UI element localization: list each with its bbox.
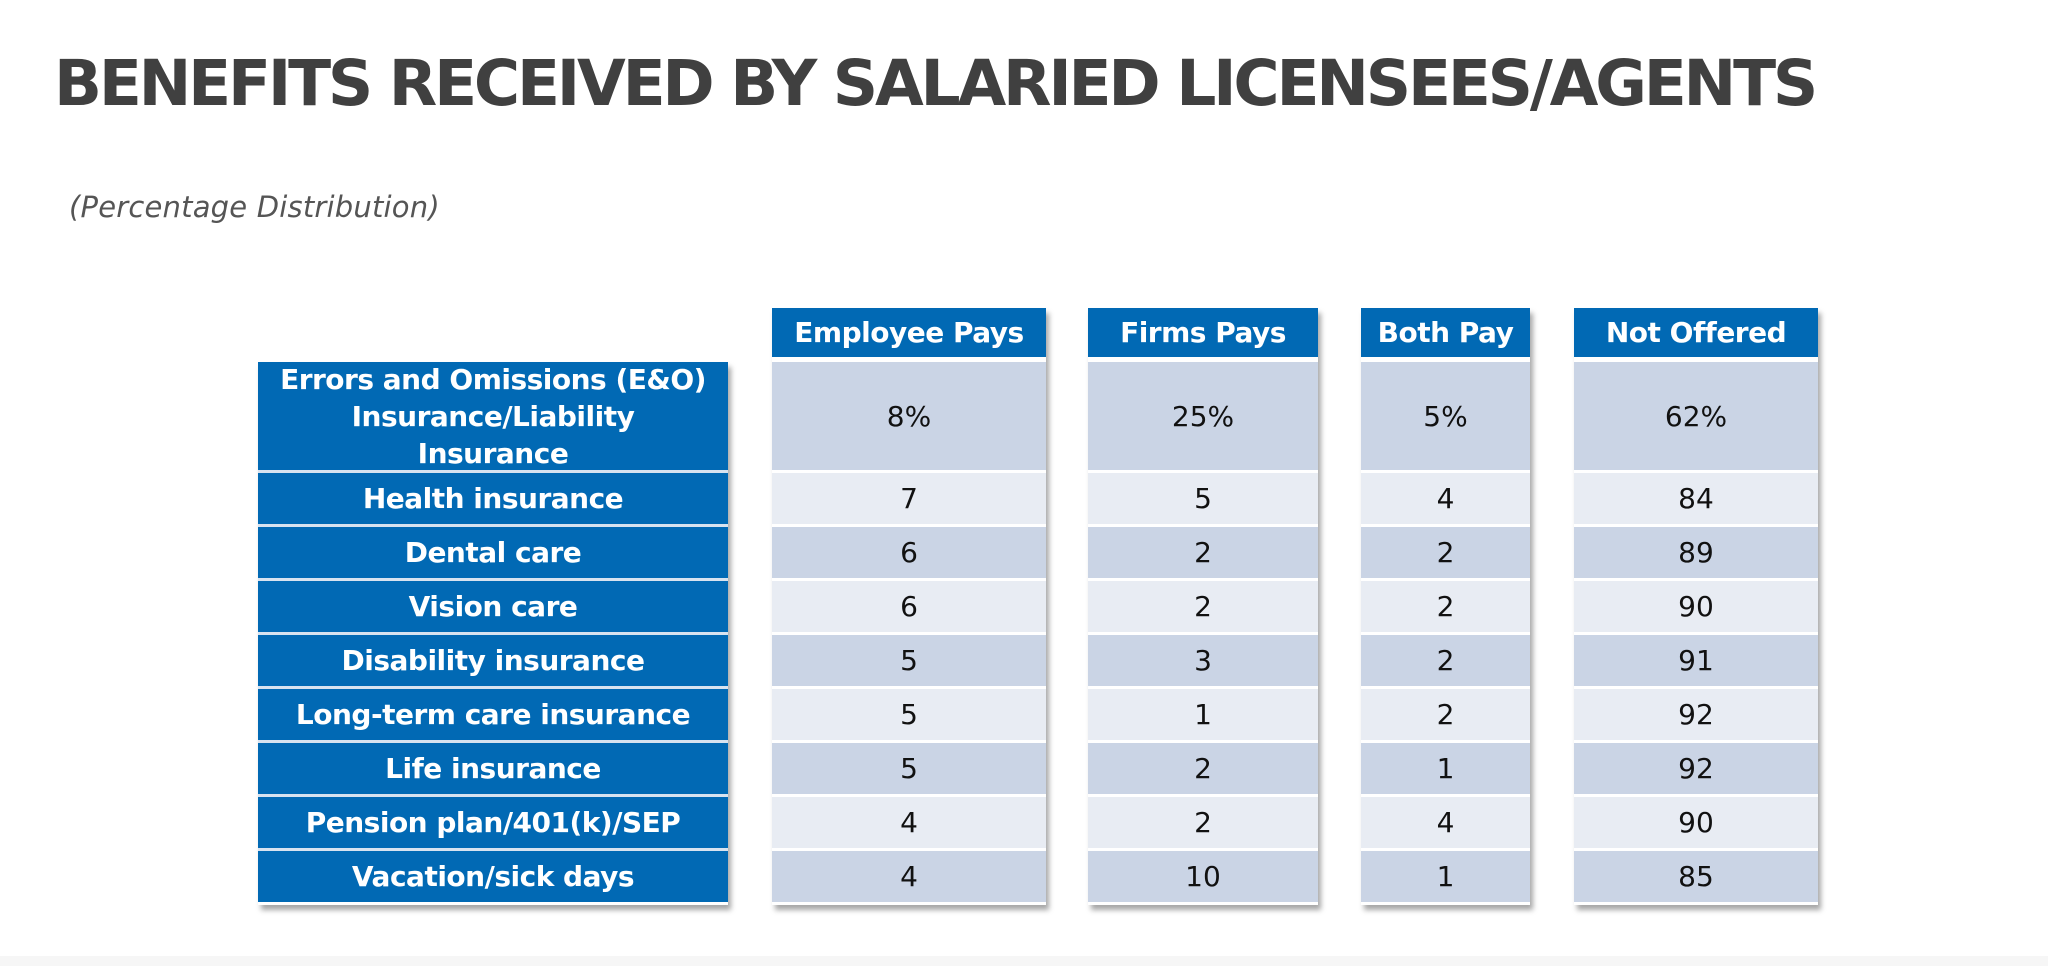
page-title: BENEFITS RECEIVED BY SALARIED LICENSEES/… <box>54 47 1818 120</box>
row-label-line: Errors and Omissions (E&O) <box>280 362 706 396</box>
table-cell: 2 <box>1361 689 1530 743</box>
table-cell: 2 <box>1088 527 1318 581</box>
column-header: Not Offered <box>1574 308 1818 362</box>
column-not-offered: Not Offered 62% 84 89 90 91 92 92 90 85 <box>1574 308 1818 905</box>
table-cell: 92 <box>1574 743 1818 797</box>
row-label-line: Insurance/Liability <box>351 399 635 433</box>
table-cell: 2 <box>1361 581 1530 635</box>
row-label: Vision care <box>258 581 728 635</box>
table-cell: 4 <box>1361 473 1530 527</box>
table-cell: 90 <box>1574 581 1818 635</box>
table-cell: 5% <box>1361 362 1530 473</box>
table-cell: 92 <box>1574 689 1818 743</box>
table-cell: 2 <box>1088 743 1318 797</box>
table-cell: 2 <box>1088 581 1318 635</box>
table-cell: 5 <box>1088 473 1318 527</box>
table-cell: 91 <box>1574 635 1818 689</box>
row-label: Pension plan/401(k)/SEP <box>258 797 728 851</box>
page-subtitle: (Percentage Distribution) <box>69 190 440 224</box>
table-cell: 4 <box>1361 797 1530 851</box>
row-label: Errors and Omissions (E&O) Insurance/Lia… <box>258 362 728 473</box>
table-cell: 2 <box>1361 527 1530 581</box>
row-label-line: Insurance <box>417 436 569 470</box>
column-header: Both Pay <box>1361 308 1530 362</box>
column-firms-pays: Firms Pays 25% 5 2 2 3 1 2 2 10 <box>1088 308 1318 905</box>
table-cell: 85 <box>1574 851 1818 905</box>
table-cell: 25% <box>1088 362 1318 473</box>
table-cell: 1 <box>1088 689 1318 743</box>
slide-bottom-edge <box>0 956 2048 966</box>
table-cell: 6 <box>772 581 1046 635</box>
table-cell: 2 <box>1361 635 1530 689</box>
table-cell: 6 <box>772 527 1046 581</box>
table-cell: 84 <box>1574 473 1818 527</box>
column-header: Firms Pays <box>1088 308 1318 362</box>
column-employee-pays: Employee Pays 8% 7 6 6 5 5 5 4 4 <box>772 308 1046 905</box>
column-both-pay: Both Pay 5% 4 2 2 2 2 1 4 1 <box>1361 308 1530 905</box>
column-header: Employee Pays <box>772 308 1046 362</box>
table-cell: 7 <box>772 473 1046 527</box>
table-cell: 89 <box>1574 527 1818 581</box>
row-label: Long-term care insurance <box>258 689 728 743</box>
table-cell: 5 <box>772 635 1046 689</box>
row-label: Health insurance <box>258 473 728 527</box>
table-cell: 1 <box>1361 851 1530 905</box>
table-cell: 4 <box>772 797 1046 851</box>
row-label: Vacation/sick days <box>258 851 728 905</box>
row-label: Disability insurance <box>258 635 728 689</box>
row-label: Dental care <box>258 527 728 581</box>
table-cell: 1 <box>1361 743 1530 797</box>
row-label: Life insurance <box>258 743 728 797</box>
table-cell: 4 <box>772 851 1046 905</box>
table-cell: 8% <box>772 362 1046 473</box>
table-cell: 3 <box>1088 635 1318 689</box>
table-cell: 5 <box>772 743 1046 797</box>
table-cell: 90 <box>1574 797 1818 851</box>
row-labels-column: Errors and Omissions (E&O) Insurance/Lia… <box>258 362 728 905</box>
table-cell: 2 <box>1088 797 1318 851</box>
table-cell: 5 <box>772 689 1046 743</box>
table-cell: 62% <box>1574 362 1818 473</box>
table-cell: 10 <box>1088 851 1318 905</box>
